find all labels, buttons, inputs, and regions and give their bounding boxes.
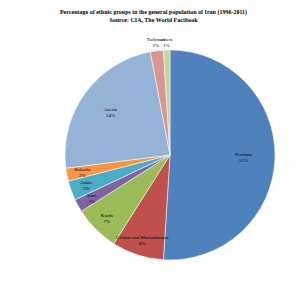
svg-text:Gilakis and Mazandaranis8%: Gilakis and Mazandaranis8% [116, 235, 168, 246]
svg-text:Kurds7%: Kurds7% [101, 213, 113, 224]
svg-text:Arabs3%: Arabs3% [80, 180, 92, 191]
svg-text:Persians51%: Persians51% [235, 152, 252, 163]
svg-text:Azeris24%: Azeris24% [104, 107, 117, 118]
svg-text:others1%: others1% [160, 37, 172, 48]
svg-text:Balochs2%: Balochs2% [74, 167, 90, 178]
html-text:Percentage of ethnic groups in: Percentage of ethnic groups in the gener… [59, 9, 247, 15]
html-text:Turkmen: Turkmen [146, 37, 165, 43]
html-text:Source: CIA, The World Factboo: Source: CIA, The World Factbook [109, 17, 198, 23]
svg-text:Lurs2%: Lurs2% [87, 193, 96, 204]
html-text:2%: 2% [152, 43, 160, 49]
